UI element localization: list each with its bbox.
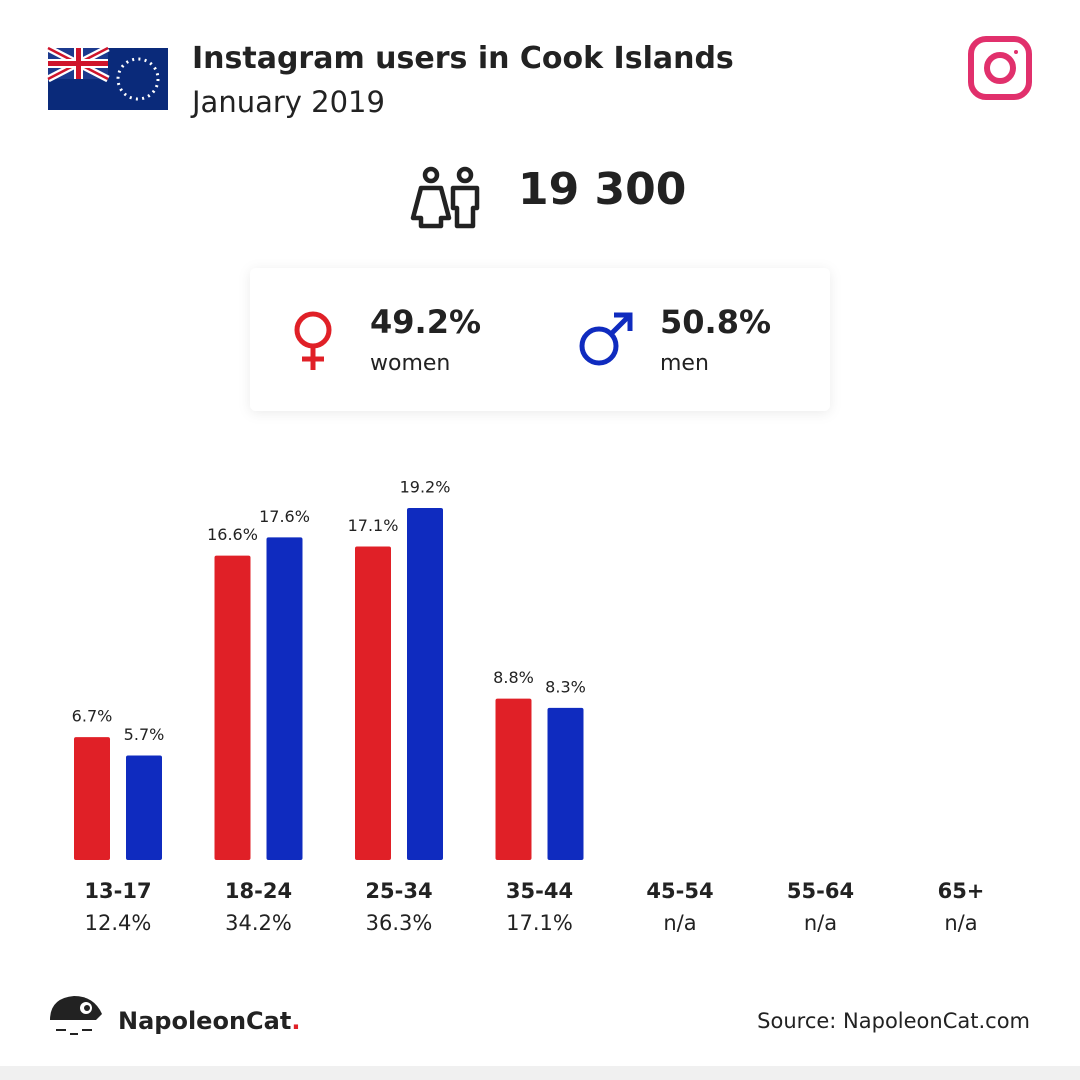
brand: NapoleonCat. — [118, 1007, 300, 1035]
category-total: 34.2% — [225, 911, 292, 935]
bar — [547, 707, 584, 860]
gender-card — [250, 268, 830, 411]
brand-logo — [50, 996, 102, 1035]
value-label: 19.2% — [400, 478, 451, 497]
category-total: 17.1% — [506, 911, 573, 935]
bar — [126, 755, 162, 860]
category-label: 25-34 — [365, 879, 432, 903]
total-users: 19 300 — [518, 164, 686, 215]
category-label: 13-17 — [84, 879, 151, 903]
category-total: n/a — [663, 911, 696, 935]
users-icon — [410, 166, 480, 229]
value-label: 17.1% — [348, 516, 399, 535]
bar — [214, 555, 251, 860]
category-total: 36.3% — [366, 911, 433, 935]
category-total: n/a — [804, 911, 837, 935]
bar — [407, 508, 443, 860]
flag — [46, 44, 168, 110]
subtitle: January 2019 — [190, 85, 385, 119]
bar — [74, 737, 110, 860]
women-label: women — [370, 351, 450, 376]
value-label: 6.7% — [72, 707, 113, 726]
value-label: 17.6% — [259, 507, 310, 526]
bar — [495, 698, 532, 860]
bar — [266, 537, 303, 860]
bar — [355, 546, 391, 860]
value-label: 5.7% — [124, 725, 165, 744]
source: Source: NapoleonCat.com — [757, 1009, 1030, 1033]
category-total: 12.4% — [85, 911, 152, 935]
value-label: 8.8% — [493, 668, 534, 687]
brand-name: NapoleonCat — [118, 1007, 291, 1035]
instagram-icon — [968, 36, 1032, 100]
category-label: 35-44 — [506, 879, 573, 903]
bottom-strip — [0, 1066, 1080, 1080]
value-label: 8.3% — [545, 677, 586, 696]
men-label: men — [660, 351, 709, 376]
category-label: 45-54 — [646, 879, 713, 903]
men-share: 50.8% — [660, 303, 771, 341]
value-label: 16.6% — [207, 525, 258, 544]
category-label: 18-24 — [225, 879, 292, 903]
category-label: 55-64 — [787, 879, 854, 903]
title: Instagram users in Cook Islands — [192, 41, 734, 76]
female-icon — [294, 311, 332, 370]
brand-dot: . — [291, 1007, 300, 1035]
category-label: 65+ — [938, 879, 985, 903]
women-share: 49.2% — [370, 303, 481, 341]
category-total: n/a — [944, 911, 977, 935]
male-icon — [579, 312, 633, 366]
